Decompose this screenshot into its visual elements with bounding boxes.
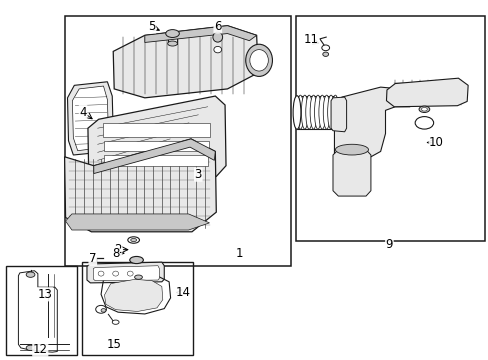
Polygon shape xyxy=(67,82,113,155)
Ellipse shape xyxy=(301,95,307,129)
Ellipse shape xyxy=(113,271,118,276)
Text: 3: 3 xyxy=(194,168,202,181)
Ellipse shape xyxy=(127,237,139,243)
Polygon shape xyxy=(65,214,209,230)
Polygon shape xyxy=(87,262,164,283)
Polygon shape xyxy=(330,97,346,132)
Ellipse shape xyxy=(249,50,268,71)
Ellipse shape xyxy=(245,44,272,76)
Polygon shape xyxy=(103,123,210,137)
Text: 9: 9 xyxy=(385,238,392,251)
Ellipse shape xyxy=(26,345,35,351)
Ellipse shape xyxy=(296,95,303,129)
Ellipse shape xyxy=(212,32,222,42)
Ellipse shape xyxy=(98,271,104,276)
Text: 14: 14 xyxy=(175,286,190,299)
Ellipse shape xyxy=(213,46,221,53)
Ellipse shape xyxy=(314,95,321,129)
Ellipse shape xyxy=(335,144,368,155)
Text: 8: 8 xyxy=(112,247,119,260)
Polygon shape xyxy=(64,139,216,232)
Text: 11: 11 xyxy=(304,33,319,46)
Text: 6: 6 xyxy=(214,20,221,33)
Bar xyxy=(81,262,193,355)
Ellipse shape xyxy=(112,320,119,324)
Ellipse shape xyxy=(327,95,334,129)
Ellipse shape xyxy=(331,95,338,129)
Ellipse shape xyxy=(421,108,427,111)
Ellipse shape xyxy=(322,52,328,57)
Polygon shape xyxy=(94,139,215,174)
Ellipse shape xyxy=(101,309,106,312)
Text: 2: 2 xyxy=(114,243,122,256)
Bar xyxy=(6,266,77,355)
Ellipse shape xyxy=(127,271,133,276)
Ellipse shape xyxy=(134,275,142,279)
Text: 15: 15 xyxy=(106,338,122,351)
Polygon shape xyxy=(104,279,163,311)
Ellipse shape xyxy=(167,41,177,46)
Polygon shape xyxy=(104,155,207,166)
Ellipse shape xyxy=(130,238,136,242)
Polygon shape xyxy=(104,141,209,152)
Ellipse shape xyxy=(418,106,429,112)
Ellipse shape xyxy=(318,95,325,129)
Text: 1: 1 xyxy=(235,247,243,260)
Ellipse shape xyxy=(129,256,143,264)
Ellipse shape xyxy=(321,45,329,51)
Ellipse shape xyxy=(292,96,300,129)
Ellipse shape xyxy=(305,95,312,129)
Polygon shape xyxy=(72,86,108,151)
Text: 13: 13 xyxy=(38,288,53,301)
Ellipse shape xyxy=(26,272,35,277)
Bar xyxy=(295,16,484,241)
Polygon shape xyxy=(144,26,256,42)
Ellipse shape xyxy=(323,95,329,129)
Text: 7: 7 xyxy=(89,252,96,265)
Polygon shape xyxy=(93,266,159,281)
Text: 4: 4 xyxy=(79,105,87,119)
Polygon shape xyxy=(113,26,258,98)
Polygon shape xyxy=(386,78,467,107)
Text: 12: 12 xyxy=(33,343,48,356)
Ellipse shape xyxy=(309,95,316,129)
Text: 5: 5 xyxy=(148,20,156,33)
Polygon shape xyxy=(88,96,225,196)
Bar xyxy=(64,16,290,266)
Polygon shape xyxy=(332,150,370,196)
Polygon shape xyxy=(334,87,416,164)
Ellipse shape xyxy=(165,30,179,37)
Text: 10: 10 xyxy=(428,136,443,149)
